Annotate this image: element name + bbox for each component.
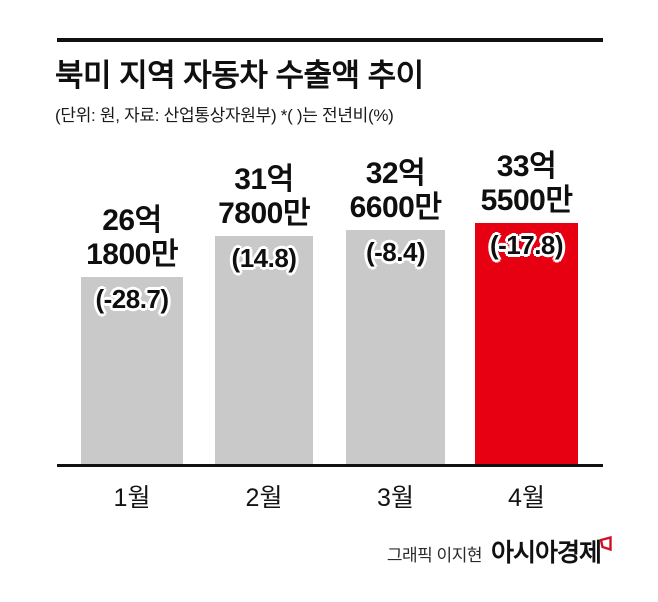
bar-value-label: 31억 7800만 bbox=[218, 163, 310, 230]
bar-1월 bbox=[81, 277, 183, 465]
bar-yoy-label: (-17.8) bbox=[489, 230, 564, 260]
bar-2월 bbox=[215, 236, 313, 465]
bar-yoy-label: (-28.7) bbox=[95, 284, 169, 314]
bar-yoy-label: (-8.4) bbox=[365, 237, 426, 267]
chart-subtitle: (단위: 원, 자료: 산업통상자원부) *( )는 전년비(%) bbox=[55, 106, 394, 125]
bar-value-label: 33억 5500만 bbox=[480, 150, 573, 217]
credit: 그래픽 이지현 아시아경제 bbox=[387, 533, 614, 569]
x-tick-label: 4월 bbox=[508, 484, 545, 512]
brand-logo-text: 아시아경제 bbox=[490, 539, 602, 567]
credit-text: 그래픽 이지현 bbox=[386, 546, 483, 565]
bar-3월 bbox=[346, 230, 445, 465]
bar-yoy-label: (14.8) bbox=[231, 243, 297, 273]
bar-value-label: 32억 6600만 bbox=[349, 157, 442, 224]
top-rule bbox=[57, 38, 603, 42]
brand-logo: 아시아경제 bbox=[491, 533, 614, 569]
brand-flag-icon bbox=[599, 535, 612, 552]
bar-4월 bbox=[475, 223, 578, 465]
x-tick-label: 3월 bbox=[377, 484, 414, 512]
chart-title: 북미 지역 자동차 수출액 추이 bbox=[55, 58, 424, 93]
x-tick-label: 1월 bbox=[113, 484, 151, 512]
x-axis-line bbox=[57, 464, 603, 467]
x-tick-label: 2월 bbox=[245, 484, 283, 512]
bar-value-label: 26억 1800만 bbox=[86, 204, 178, 271]
